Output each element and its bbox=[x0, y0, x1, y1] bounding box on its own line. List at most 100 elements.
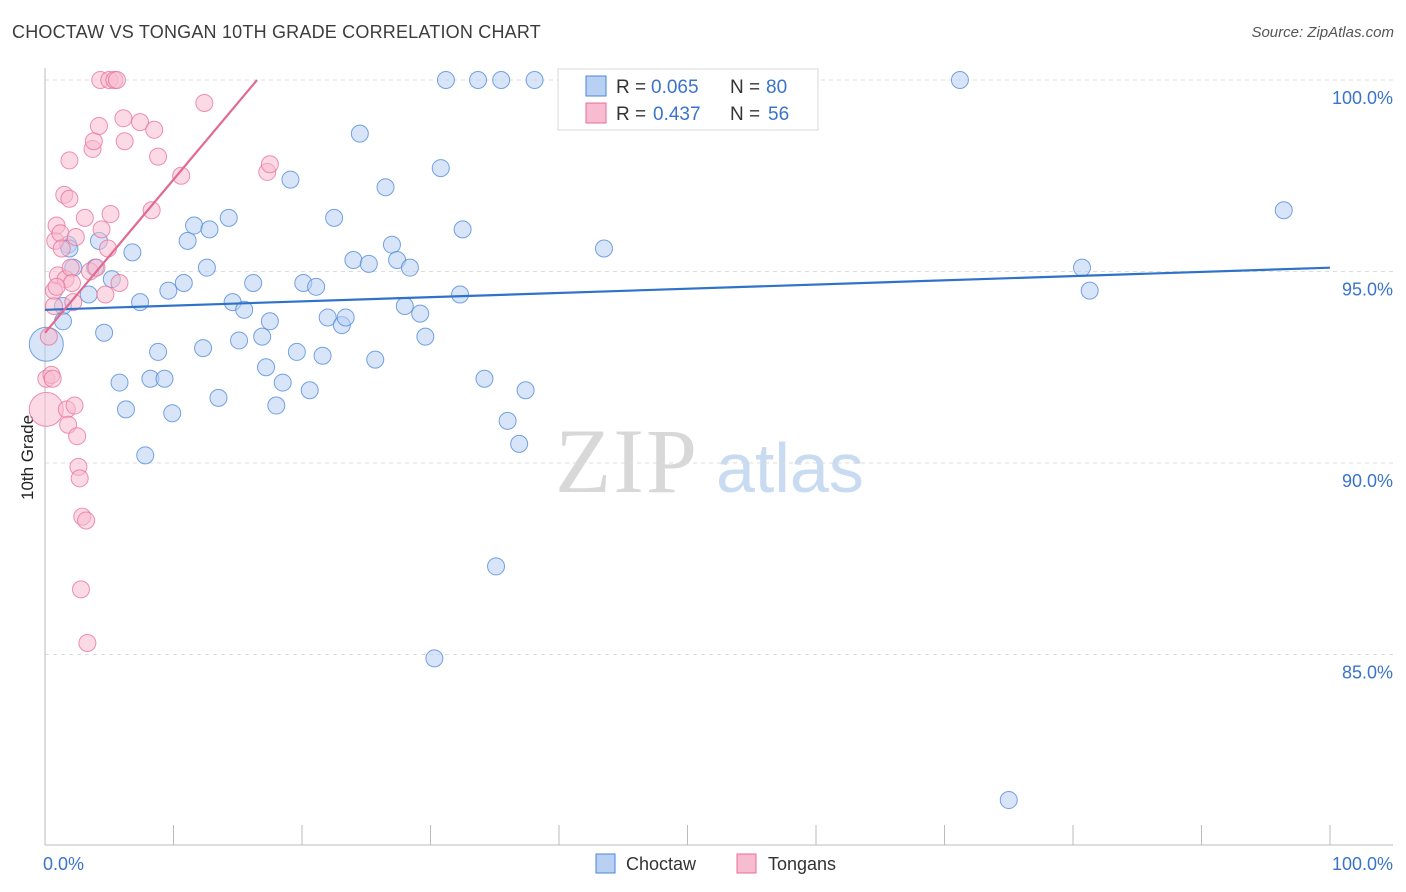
choctaw-point bbox=[313, 346, 332, 365]
tongans-point bbox=[39, 327, 58, 346]
choctaw-point bbox=[163, 404, 182, 423]
choctaw-point bbox=[336, 308, 355, 327]
tongans-point bbox=[115, 132, 134, 151]
y-tick-label: 90.0% bbox=[1342, 471, 1393, 491]
data-points bbox=[28, 71, 1293, 810]
tongans-point bbox=[114, 109, 133, 128]
choctaw-point bbox=[594, 239, 613, 258]
y-tick-label: 100.0% bbox=[1332, 88, 1393, 108]
tongans-point bbox=[260, 155, 279, 174]
tongans-point bbox=[145, 120, 164, 139]
tongans-point bbox=[89, 116, 108, 135]
tongans-point bbox=[60, 151, 79, 170]
tongans-point bbox=[70, 469, 89, 488]
watermark: ZIP atlas bbox=[555, 410, 864, 512]
tongans-point bbox=[64, 293, 83, 312]
choctaw-point bbox=[431, 159, 450, 178]
stats-n-value-choctaw: 80 bbox=[766, 77, 787, 98]
legend-label-choctaw: Choctaw bbox=[626, 854, 697, 874]
choctaw-point bbox=[230, 331, 249, 350]
choctaw-point bbox=[174, 273, 193, 292]
tongans-point bbox=[107, 71, 126, 89]
choctaw-point bbox=[257, 358, 276, 377]
choctaw-point bbox=[185, 216, 204, 235]
choctaw-point bbox=[487, 557, 506, 576]
tongans-point bbox=[96, 285, 115, 304]
tongans-point bbox=[78, 634, 97, 653]
tongans-point bbox=[71, 580, 90, 599]
tick-labels: 100.0% 95.0% 90.0% 85.0% 0.0% 100.0% bbox=[43, 88, 1393, 874]
choctaw-point bbox=[510, 434, 529, 453]
choctaw-point bbox=[395, 296, 414, 315]
tongans-point bbox=[98, 239, 117, 258]
choctaw-point bbox=[1274, 201, 1293, 220]
choctaw-point bbox=[209, 388, 228, 407]
choctaw-point bbox=[149, 342, 168, 361]
choctaw-point bbox=[136, 446, 155, 465]
choctaw-point bbox=[194, 339, 213, 358]
choctaw-point bbox=[492, 71, 511, 89]
stats-swatch-choctaw bbox=[585, 75, 607, 97]
choctaw-trend-line bbox=[44, 266, 1331, 311]
choctaw-point bbox=[123, 243, 142, 262]
stats-n-label-tongans: N = bbox=[730, 104, 760, 125]
choctaw-point bbox=[376, 178, 395, 197]
choctaw-point bbox=[498, 411, 517, 430]
watermark-zip: ZIP bbox=[555, 410, 699, 512]
tongans-point bbox=[87, 258, 106, 277]
choctaw-point bbox=[516, 381, 535, 400]
choctaw-point bbox=[950, 71, 969, 89]
stats-r-value-choctaw: 0.065 bbox=[651, 77, 699, 98]
tongans-point bbox=[61, 258, 80, 277]
choctaw-point bbox=[219, 208, 238, 227]
choctaw-point bbox=[1072, 258, 1091, 277]
choctaw-point bbox=[366, 350, 385, 369]
choctaw-point bbox=[53, 312, 72, 331]
legend-swatch-choctaw bbox=[595, 853, 616, 874]
choctaw-point bbox=[273, 373, 292, 392]
choctaw-point bbox=[287, 342, 306, 361]
choctaw-point bbox=[359, 254, 378, 273]
choctaw-point bbox=[244, 273, 263, 292]
choctaw-point bbox=[416, 327, 435, 346]
tongans-point bbox=[110, 273, 129, 292]
stats-swatch-tongans bbox=[585, 102, 607, 124]
tongans-point bbox=[195, 93, 214, 112]
choctaw-point bbox=[350, 124, 369, 143]
chart-title: CHOCTAW VS TONGAN 10TH GRADE CORRELATION… bbox=[12, 22, 541, 42]
tongans-point bbox=[131, 113, 150, 132]
tongans-point bbox=[44, 296, 63, 315]
choctaw-point bbox=[425, 649, 444, 668]
choctaw-point bbox=[475, 369, 494, 388]
choctaw-point bbox=[436, 71, 455, 89]
choctaw-point bbox=[235, 300, 254, 319]
tongans-point bbox=[52, 239, 71, 258]
tongans-point bbox=[51, 224, 70, 243]
source-label: Source: ZipAtlas.com bbox=[1251, 24, 1394, 41]
tongans-trend-line bbox=[44, 79, 258, 334]
y-tick-label: 95.0% bbox=[1342, 280, 1393, 300]
tongans-point bbox=[65, 396, 84, 415]
choctaw-point bbox=[1080, 281, 1099, 300]
x-tick-label: 100.0% bbox=[1332, 854, 1393, 874]
choctaw-point bbox=[116, 400, 135, 419]
choctaw-point bbox=[307, 277, 326, 296]
legend-swatch-tongans bbox=[736, 853, 757, 874]
axes bbox=[44, 68, 1393, 846]
choctaw-point bbox=[411, 304, 430, 323]
choctaw-point bbox=[325, 208, 344, 227]
choctaw-point bbox=[453, 220, 472, 239]
choctaw-point bbox=[999, 791, 1018, 810]
x-tick-label: 0.0% bbox=[43, 854, 84, 874]
choctaw-point bbox=[110, 373, 129, 392]
choctaw-point bbox=[318, 308, 337, 327]
series-legend: Choctaw Tongans bbox=[595, 853, 836, 874]
legend-label-tongans: Tongans bbox=[768, 854, 836, 874]
stats-legend: R = 0.065 N = 80 R = 0.437 N = 56 bbox=[557, 68, 819, 131]
tongans-point bbox=[84, 132, 103, 151]
stats-r-label-tongans: R = bbox=[616, 104, 646, 125]
choctaw-point bbox=[155, 369, 174, 388]
tongans-point bbox=[75, 208, 94, 227]
tongans-point bbox=[101, 205, 120, 224]
